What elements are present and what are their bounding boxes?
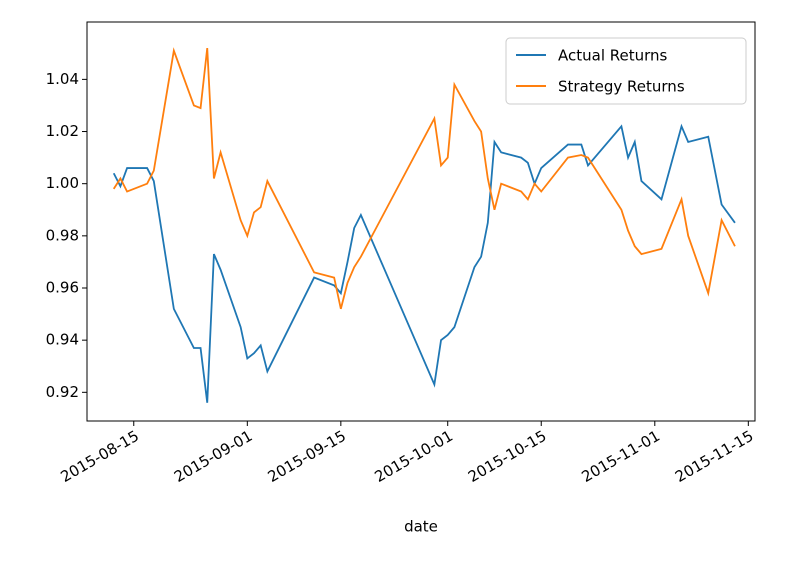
- legend-label: Actual Returns: [558, 47, 668, 65]
- x-tick-label: 2015-11-15: [672, 427, 757, 486]
- line-series: [112, 123, 736, 403]
- x-tick-label: 2015-08-15: [58, 427, 143, 486]
- x-tick-label: 2015-11-01: [579, 427, 664, 486]
- x-tick-label: 2015-09-01: [171, 427, 256, 486]
- legend-box: [505, 37, 747, 105]
- y-tick-label: 1.00: [46, 174, 79, 192]
- y-tick-label: 0.96: [46, 279, 79, 297]
- plot-frame: [86, 21, 756, 422]
- legend-label: Strategy Returns: [558, 78, 685, 96]
- y-tick-label: 0.94: [46, 331, 79, 349]
- x-axis-label: date: [404, 518, 438, 536]
- legend: Actual Returns Strategy Returns: [505, 37, 747, 105]
- y-tick-label: 1.02: [46, 122, 79, 140]
- y-tick-label: 0.92: [46, 383, 79, 401]
- x-tick-label: 2015-10-01: [371, 427, 456, 486]
- x-tick-label: 2015-09-15: [265, 427, 350, 486]
- line-series: [112, 47, 736, 310]
- y-tick-label: 1.04: [46, 70, 79, 88]
- x-tick-label: 2015-10-15: [465, 427, 550, 486]
- y-tick-label: 0.98: [46, 226, 79, 244]
